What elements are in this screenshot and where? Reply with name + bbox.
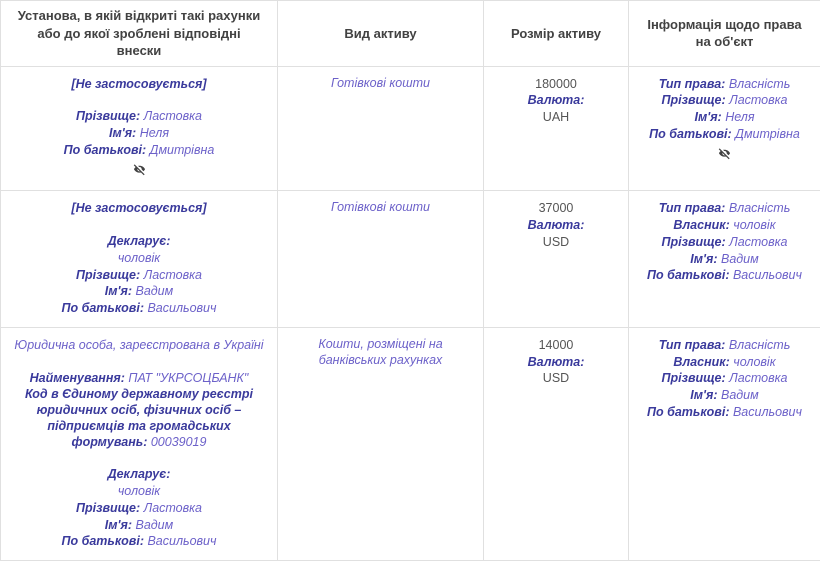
person-patronymic: По батькові: Дмитрівна [639,127,810,143]
eye-slash-icon[interactable] [717,146,732,161]
owner: Власник: чоловік [639,218,810,234]
header-rights: Інформація щодо права на об'єкт [629,1,820,67]
asset-amount: 14000 [494,338,618,354]
asset-type-cell: Готівкові кошти [278,191,484,328]
declares-label: Декларує: [11,467,267,483]
person-surname: Прізвище: Ластовка [11,268,267,284]
person-patronymic: По батькові: Васильович [639,405,810,421]
person-name: Ім'я: Вадим [639,252,810,268]
currency-label: Валюта: [494,355,618,371]
header-institution: Установа, в якій відкриті такі рахунки а… [1,1,278,67]
person-surname: Прізвище: Ластовка [639,235,810,251]
header-asset-type: Вид активу [278,1,484,67]
asset-type-text: Кошти, розміщені на банківських рахунках [318,337,442,367]
currency-label: Валюта: [494,93,618,109]
spacer [11,451,267,466]
institution-cell: Юридична особа, зареєстрована в Україні … [1,327,278,560]
rights-cell: Тип права: Власність Власник: чоловік Пр… [629,327,820,560]
asset-size-cell: 180000 Валюта: UAH [484,66,629,191]
right-type: Тип права: Власність [639,77,810,93]
owner: Власник: чоловік [639,355,810,371]
institution-cell: [Не застосовується] Декларує: чоловік Пр… [1,191,278,328]
entity-type-text: Юридична особа, зареєстрована в Україні [11,338,267,354]
declares-value: чоловік [11,251,267,267]
currency-label: Валюта: [494,218,618,234]
not-applicable-text: [Не застосовується] [11,77,267,93]
asset-type-cell: Готівкові кошти [278,66,484,191]
person-surname: Прізвище: Ластовка [11,501,267,517]
person-patronymic: По батькові: Васильович [639,268,810,284]
spacer [11,355,267,370]
entity-registry-code: Код в Єдиному державному реєстрі юридичн… [11,387,267,450]
spacer [11,93,267,108]
person-name: Ім'я: Неля [11,126,267,142]
currency-code: USD [494,371,618,387]
table-row: Юридична особа, зареєстрована в Україні … [1,327,820,560]
spacer [11,218,267,233]
table-row: [Не застосовується] Декларує: чоловік Пр… [1,191,820,328]
person-name: Ім'я: Неля [639,110,810,126]
person-name: Ім'я: Вадим [11,518,267,534]
declaration-page: { "table": { "headers": { "institution":… [0,0,820,420]
currency-code: UAH [494,110,618,126]
table-row: [Не застосовується] Прізвище: Ластовка І… [1,66,820,191]
asset-size-cell: 37000 Валюта: USD [484,191,629,328]
person-surname: Прізвище: Ластовка [639,371,810,387]
declares-value: чоловік [11,484,267,500]
entity-name: Найменування: ПАТ "УКРСОЦБАНК" [11,371,267,387]
person-surname: Прізвище: Ластовка [639,93,810,109]
declares-label: Декларує: [11,234,267,250]
asset-size-cell: 14000 Валюта: USD [484,327,629,560]
asset-type-text: Готівкові кошти [331,200,430,214]
asset-type-cell: Кошти, розміщені на банківських рахунках [278,327,484,560]
right-type: Тип права: Власність [639,201,810,217]
right-type: Тип права: Власність [639,338,810,354]
institution-cell: [Не застосовується] Прізвище: Ластовка І… [1,66,278,191]
eye-slash-icon[interactable] [132,162,147,177]
not-applicable-text: [Не застосовується] [11,201,267,217]
person-patronymic: По батькові: Васильович [11,534,267,550]
person-name: Ім'я: Вадим [11,284,267,300]
asset-amount: 180000 [494,77,618,93]
currency-code: USD [494,235,618,251]
rights-cell: Тип права: Власність Прізвище: Ластовка … [629,66,820,191]
asset-type-text: Готівкові кошти [331,76,430,90]
person-surname: Прізвище: Ластовка [11,109,267,125]
asset-amount: 37000 [494,201,618,217]
rights-cell: Тип права: Власність Власник: чоловік Пр… [629,191,820,328]
header-asset-size: Розмір активу [484,1,629,67]
table-header-row: Установа, в якій відкриті такі рахунки а… [1,1,820,67]
person-name: Ім'я: Вадим [639,388,810,404]
person-patronymic: По батькові: Дмитрівна [11,143,267,159]
person-patronymic: По батькові: Васильович [11,301,267,317]
